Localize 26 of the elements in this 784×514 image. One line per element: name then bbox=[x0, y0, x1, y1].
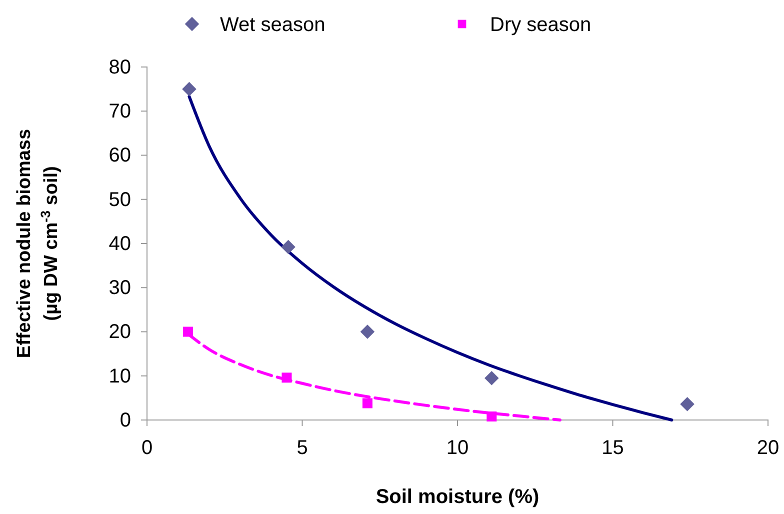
y-tick-label: 70 bbox=[108, 100, 131, 123]
point bbox=[182, 326, 193, 337]
y-tick-label: 0 bbox=[120, 409, 131, 432]
point bbox=[486, 411, 497, 422]
x-axis-title: Soil moisture (%) bbox=[376, 486, 540, 508]
y-tick-label: 60 bbox=[108, 144, 131, 167]
y-tick-label: 80 bbox=[108, 56, 131, 78]
point bbox=[484, 370, 499, 386]
point bbox=[360, 324, 375, 339]
y-tick-label: 10 bbox=[108, 365, 131, 388]
y-tick-label: 30 bbox=[108, 277, 131, 300]
point bbox=[680, 396, 694, 412]
point bbox=[281, 240, 296, 254]
y-tick-label: 40 bbox=[108, 232, 131, 255]
point bbox=[182, 82, 196, 96]
x-tick-label: 5 bbox=[296, 437, 308, 460]
legend-label: Dry season bbox=[490, 14, 592, 36]
legend-label: Wet season bbox=[220, 14, 326, 36]
x-tick-label: 0 bbox=[141, 437, 153, 460]
x-tick-label: 15 bbox=[602, 437, 624, 460]
x-tick-label: 10 bbox=[446, 437, 469, 460]
point bbox=[362, 398, 372, 408]
y-tick-label: 20 bbox=[108, 321, 131, 344]
x-tick-label: 20 bbox=[756, 437, 780, 460]
point bbox=[282, 372, 292, 383]
y-tick-label: 50 bbox=[108, 188, 131, 211]
